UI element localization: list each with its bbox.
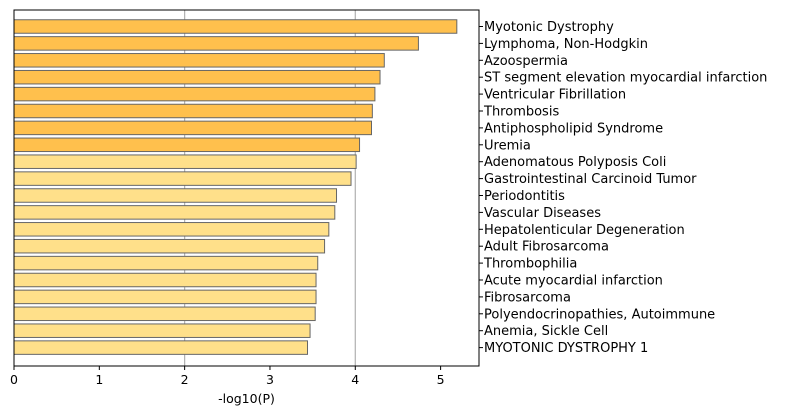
category-label: Thrombophilia xyxy=(483,257,577,272)
x-tick-label: 5 xyxy=(437,372,445,387)
x-tick-label: 4 xyxy=(351,372,359,387)
bar xyxy=(13,53,385,68)
plot-frame xyxy=(13,9,480,367)
x-axis: 0 1 2 3 4 5 xyxy=(10,366,445,387)
bar xyxy=(13,86,376,102)
x-tick-label: 0 xyxy=(10,372,18,387)
bar xyxy=(13,323,311,338)
category-label: Periodontitis xyxy=(484,189,565,204)
bar xyxy=(13,36,419,51)
bar xyxy=(13,171,352,186)
bar xyxy=(13,272,317,288)
category-label: Thrombosis xyxy=(483,105,559,120)
x-tick-label: 3 xyxy=(266,372,274,387)
category-label: Lymphoma, Non-Hodgkin xyxy=(484,37,648,52)
bar xyxy=(13,19,458,34)
bar xyxy=(13,340,309,355)
bar xyxy=(13,154,357,169)
bar xyxy=(13,120,372,136)
category-label: Myotonic Dystrophy xyxy=(484,20,614,35)
x-tick-label: 2 xyxy=(181,372,189,387)
x-axis-label: -log10(P) xyxy=(218,391,275,406)
category-labels: Myotonic Dystrophy Lymphoma, Non-Hodgkin A… xyxy=(479,20,767,356)
bar xyxy=(13,289,317,305)
category-label: MYOTONIC DYSTROPHY 1 xyxy=(484,341,648,356)
bar xyxy=(13,188,338,203)
category-label: Vascular Diseases xyxy=(484,206,601,221)
bar xyxy=(13,69,381,85)
category-label: Polyendocrinopathies, Autoimmune xyxy=(484,307,715,322)
category-label: ST segment elevation myocardial infarcti… xyxy=(484,71,767,86)
category-label: Hepatolenticular Degeneration xyxy=(484,223,685,238)
bar xyxy=(13,255,319,271)
category-label: Adenomatous Polyposis Coli xyxy=(484,155,666,170)
category-label: Azoospermia xyxy=(484,54,568,69)
bars xyxy=(13,19,458,355)
bar xyxy=(13,103,373,119)
category-label: Ventricular Fibrillation xyxy=(484,88,626,103)
category-label: Antiphospholipid Syndrome xyxy=(484,121,663,136)
category-label: Uremia xyxy=(484,138,531,153)
category-label: Adult Fibrosarcoma xyxy=(484,240,609,255)
bar xyxy=(13,306,316,322)
bar xyxy=(13,205,336,220)
category-label: Anemia, Sickle Cell xyxy=(484,324,608,339)
x-tick-label: 1 xyxy=(95,372,103,387)
category-label: Fibrosarcoma xyxy=(484,290,571,305)
bar xyxy=(13,238,326,254)
bar xyxy=(13,137,361,153)
category-label: Gastrointestinal Carcinoid Tumor xyxy=(484,172,697,187)
bar xyxy=(13,222,330,237)
category-label: Acute myocardial infarction xyxy=(484,274,663,289)
